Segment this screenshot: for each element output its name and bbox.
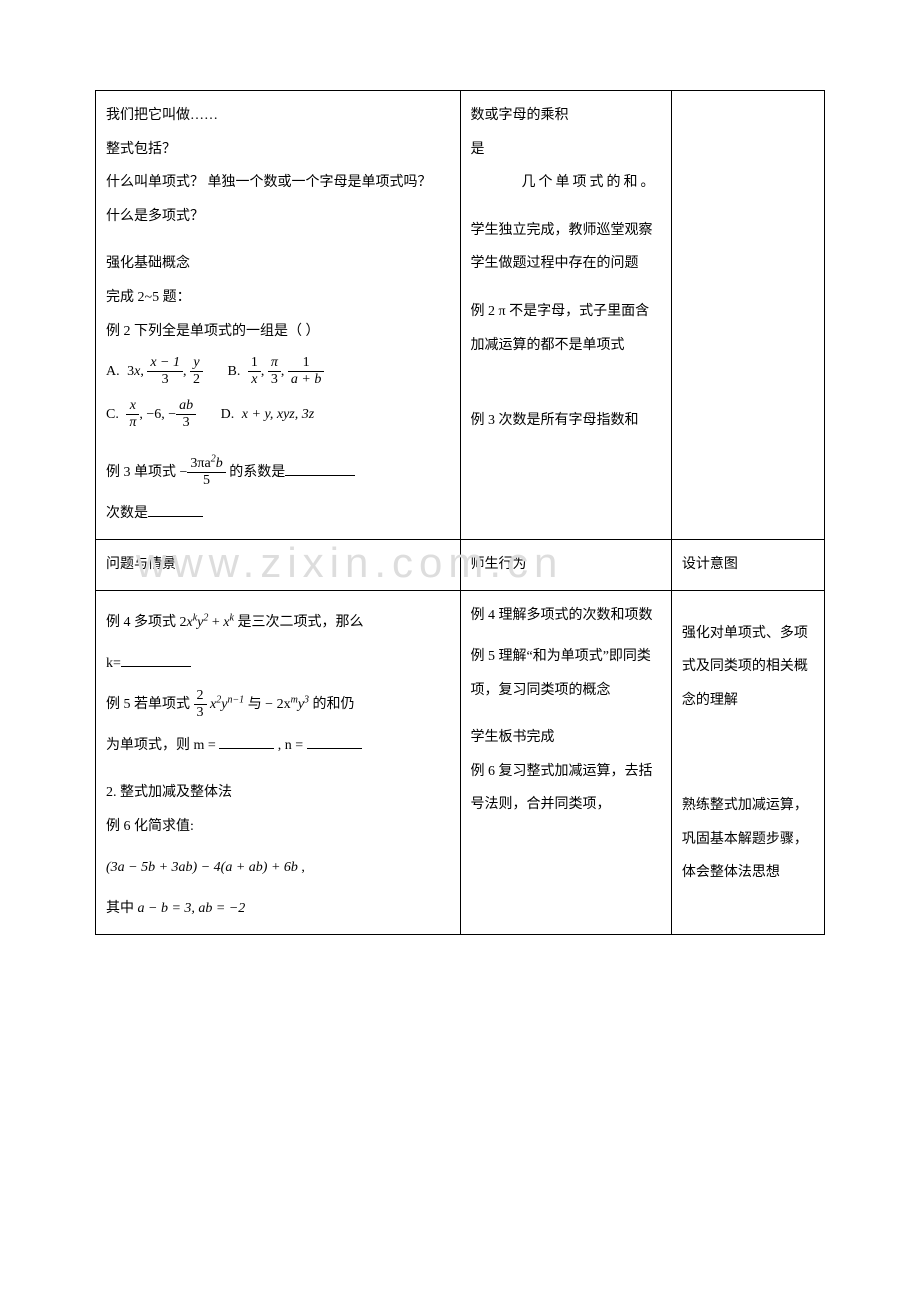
cell-col2: 例 4 理解多项式的次数和项数 例 5 理解“和为单项式”即同类项，复习同类项的… (460, 590, 671, 934)
text-line: 例 3 次数是所有字母指数和 (471, 404, 661, 438)
table-row: 我们把它叫做…… 整式包括？ 什么叫单项式？ 单独一个数或一个字母是单项式吗？ … (96, 91, 825, 540)
text-line: 强化对单项式、多项式及同类项的相关概念的理解 (682, 617, 814, 718)
text-line: 什么是多项式？ (106, 200, 450, 234)
text-line: 例 6 复习整式加减运算，去括号法则，合并同类项， (471, 755, 661, 822)
text-line: 例 5 理解“和为单项式”即同类项，复习同类项的概念 (471, 640, 661, 707)
text-frag: 例 3 单项式 − (106, 465, 187, 480)
table-row: www.zixin.com.cn 例 4 多项式 2xky2 + xk 是三次二… (96, 590, 825, 934)
text-line: 例 2 下列全是单项式的一组是（ ） (106, 315, 450, 349)
text-line: 什么叫单项式？ 单独一个数或一个字母是单项式吗？ (106, 166, 450, 200)
text-line: 例 2 π 不是字母，式子里面含加减运算的都不是单项式 (471, 295, 661, 362)
header-cell: 问题与情景 (96, 539, 461, 590)
table-row-header: 问题与情景 师生行为 设计意图 (96, 539, 825, 590)
text-line: 数或字母的乘积 (471, 99, 661, 133)
text-line: 2. 整式加减及整体法 (106, 776, 450, 810)
text-line: 是 (471, 133, 661, 167)
header-cell: 设计意图 (671, 539, 824, 590)
text-line: 完成 2~5 题： (106, 281, 450, 315)
header-cell: 师生行为 (460, 539, 671, 590)
text-line: 几个单项式的和。 (471, 166, 661, 200)
cell-col3: 强化对单项式、多项式及同类项的相关概念的理解 熟练整式加减运算，巩固基本解题步骤… (671, 590, 824, 934)
text-line: k= (106, 647, 450, 681)
example4-line: 例 4 多项式 2xky2 + xk 是三次二项式，那么 (106, 605, 450, 641)
text-line: 学生板书完成 (471, 721, 661, 755)
blank-line (121, 652, 191, 667)
text-line: 强化基础概念 (106, 247, 450, 281)
lesson-table: 我们把它叫做…… 整式包括？ 什么叫单项式？ 单独一个数或一个字母是单项式吗？ … (95, 90, 825, 935)
text-line: 熟练整式加减运算，巩固基本解题步骤，体会整体法思想 (682, 789, 814, 890)
text-line: 为单项式，则 m = , n = (106, 729, 450, 763)
example3-line: 例 3 单项式 −3πa2b5 的系数是 (106, 455, 450, 491)
text-line: 例 4 理解多项式的次数和项数 (471, 599, 661, 633)
cell-col2: 数或字母的乘积 是 几个单项式的和。 学生独立完成，教师巡堂观察学生做题过程中存… (460, 91, 671, 540)
text-line: 例 6 化简求值: (106, 810, 450, 844)
example6-expr: (3a − 5b + 3ab) − 4(a + ab) + 6b , (106, 850, 450, 886)
text-frag: 的系数是 (226, 465, 286, 480)
cell-col1: 我们把它叫做…… 整式包括？ 什么叫单项式？ 单独一个数或一个字母是单项式吗？ … (96, 91, 461, 540)
text-line: 次数是 (106, 497, 450, 531)
math-options-ab: A. 3x, x − 13, y2 B. 1x, π3, 1a + b (106, 354, 450, 390)
blank-line (148, 502, 203, 517)
math-options-cd: C. xπ, −6, −ab3 D. x + y, xyz, 3z (106, 397, 450, 433)
cell-col3 (671, 91, 824, 540)
text-line: 学生独立完成，教师巡堂观察学生做题过程中存在的问题 (471, 214, 661, 281)
blank-line (219, 734, 274, 749)
text-line: 其中 a − b = 3, ab = −2 (106, 892, 450, 926)
blank-line (307, 734, 362, 749)
blank-line (285, 461, 355, 476)
cell-col1: www.zixin.com.cn 例 4 多项式 2xky2 + xk 是三次二… (96, 590, 461, 934)
text-line: 我们把它叫做…… (106, 99, 450, 133)
text-line: 整式包括？ (106, 133, 450, 167)
example5-line: 例 5 若单项式 23 x2yn−1 与 − 2xmy3 的和仍 (106, 687, 450, 723)
